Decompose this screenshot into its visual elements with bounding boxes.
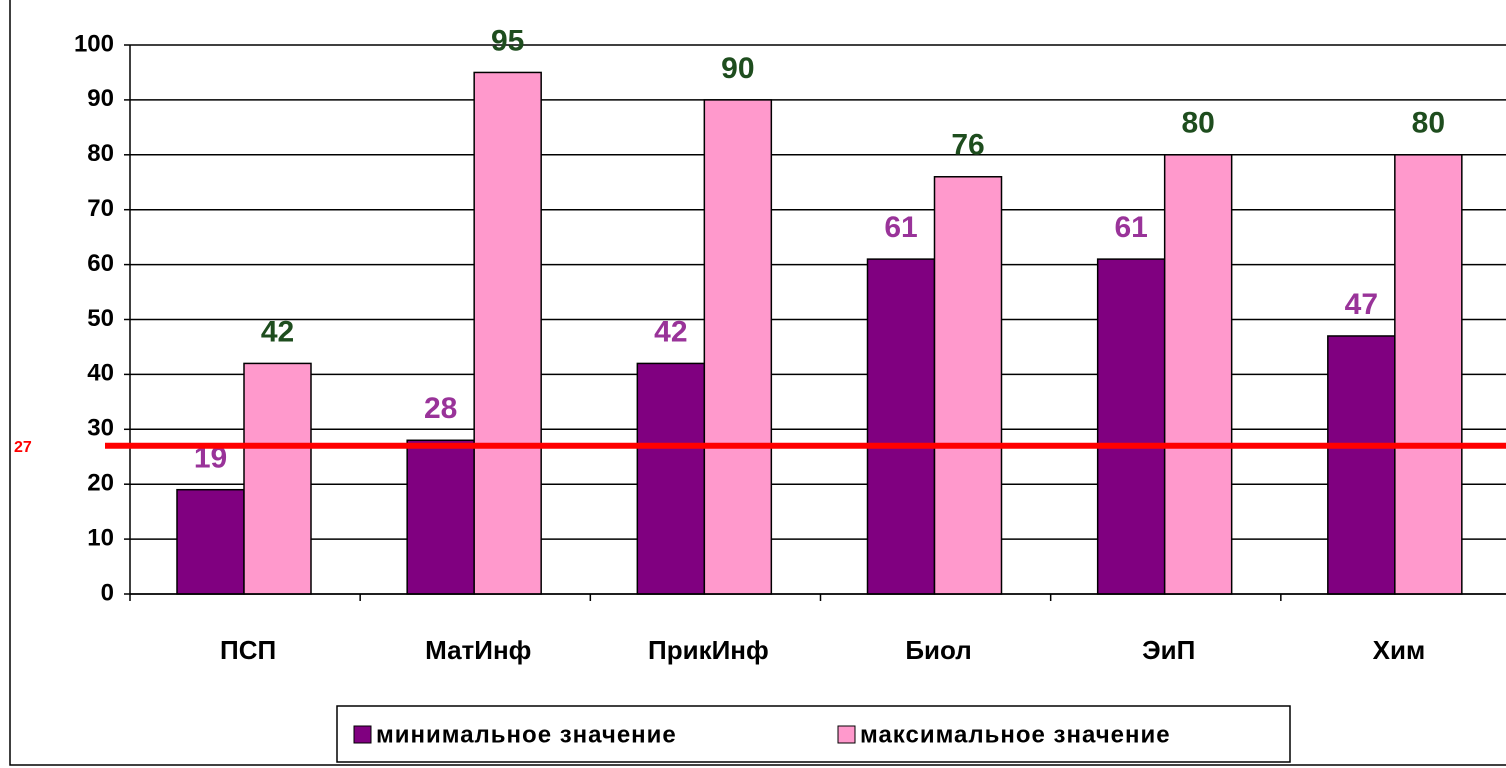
bar: [636, 362, 706, 595]
legend-label: максимальное значение: [860, 721, 1171, 748]
y-tick-label: 10: [87, 524, 114, 551]
x-tick-label: Биол: [905, 635, 971, 665]
y-tick-label: 70: [87, 195, 114, 222]
y-tick-label: 50: [87, 305, 114, 332]
y-tick-label: 40: [87, 360, 114, 387]
x-tick-label: МатИнф: [425, 635, 531, 665]
data-label: 80: [1181, 107, 1214, 140]
legend-label: минимальное значение: [376, 721, 677, 748]
data-label: 61: [1114, 211, 1147, 244]
bar: [1163, 154, 1233, 595]
bar: [703, 99, 773, 595]
y-tick-label: 30: [87, 415, 114, 442]
bar: [1096, 258, 1166, 595]
bar: [866, 258, 936, 595]
data-label: 80: [1412, 107, 1445, 140]
x-tick-label: ПрикИнф: [648, 635, 769, 665]
legend-swatch: [837, 725, 856, 744]
bar: [1327, 335, 1396, 595]
y-tick-label: 90: [87, 85, 114, 112]
reference-label: 27: [14, 439, 32, 456]
y-tick-label: 0: [101, 579, 114, 606]
data-label: 28: [424, 392, 457, 425]
x-tick-label: ПСП: [220, 635, 276, 665]
bar: [1394, 154, 1463, 595]
legend-box: [336, 705, 1291, 763]
x-tick-label: ЭиП: [1142, 635, 1195, 665]
data-label: 42: [654, 315, 687, 348]
x-tick-label: Хим: [1373, 635, 1426, 665]
y-tick-label: 60: [87, 250, 114, 277]
data-label: 90: [721, 52, 754, 85]
data-label: 47: [1345, 288, 1378, 321]
data-label: 76: [951, 129, 984, 162]
data-label: 61: [884, 211, 917, 244]
data-label: 42: [261, 315, 294, 348]
y-tick-label: 20: [87, 470, 114, 497]
legend-swatch: [353, 725, 372, 744]
y-tick-label: 80: [87, 140, 114, 167]
bar: [406, 439, 475, 595]
bar: [243, 362, 312, 595]
data-label: 95: [491, 24, 524, 57]
bar: [473, 71, 542, 595]
y-tick-label: 100: [74, 30, 114, 57]
bar: [933, 176, 1003, 595]
bar: [176, 488, 245, 595]
